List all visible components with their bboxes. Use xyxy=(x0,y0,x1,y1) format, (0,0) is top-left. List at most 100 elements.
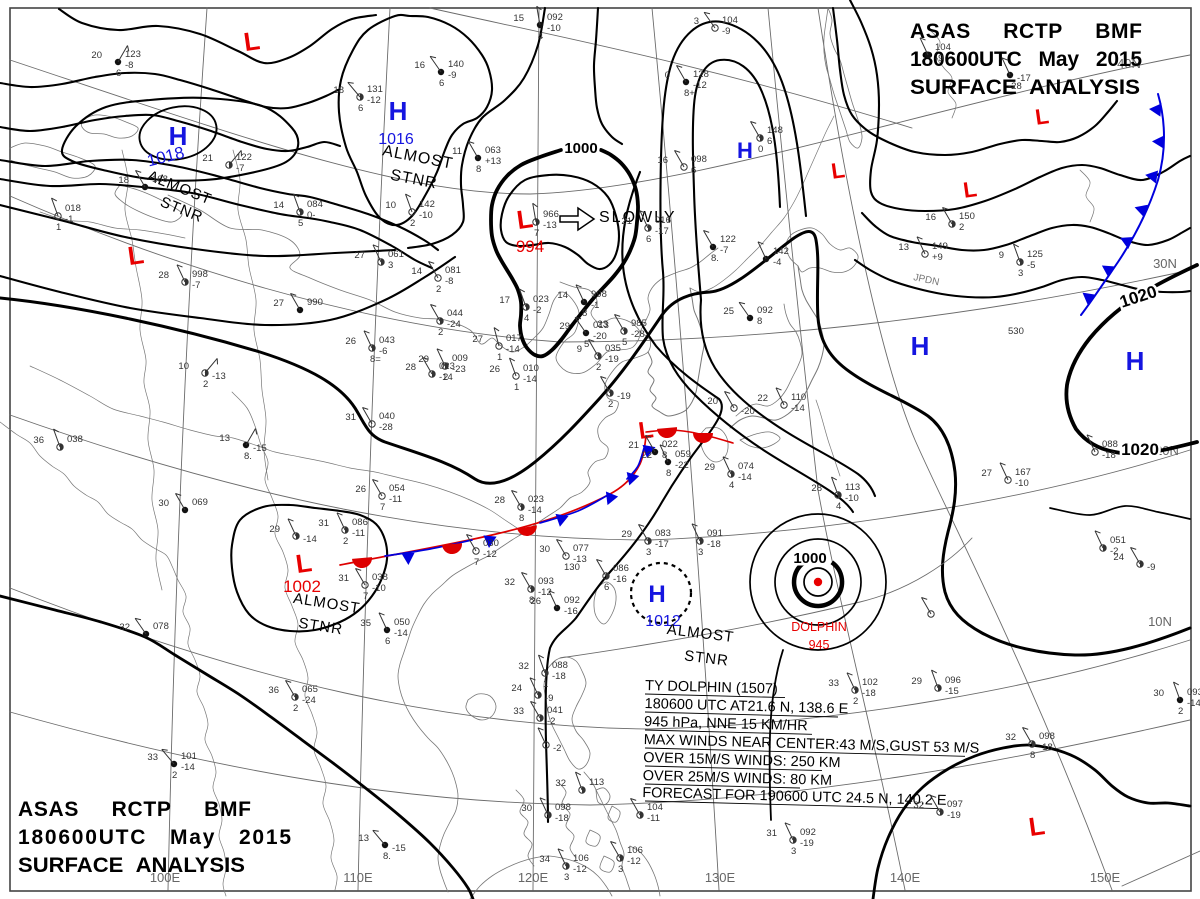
svg-text:016: 016 xyxy=(655,215,671,226)
svg-text:2: 2 xyxy=(853,696,858,707)
svg-text:-14: -14 xyxy=(528,505,542,516)
svg-text:29: 29 xyxy=(704,462,715,473)
svg-text:-24: -24 xyxy=(447,319,461,330)
svg-text:110E: 110E xyxy=(343,870,373,885)
svg-text:28: 28 xyxy=(158,270,169,281)
svg-text:104: 104 xyxy=(647,802,663,813)
svg-text:-28: -28 xyxy=(1008,81,1022,92)
svg-text:14: 14 xyxy=(273,200,284,211)
svg-text:010: 010 xyxy=(523,363,539,374)
svg-text:3: 3 xyxy=(618,864,623,875)
svg-text:22: 22 xyxy=(757,393,768,404)
svg-text:1016: 1016 xyxy=(378,131,414,148)
svg-text:-18: -18 xyxy=(1039,742,1053,753)
svg-text:-23: -23 xyxy=(452,364,466,375)
svg-text:16: 16 xyxy=(925,212,936,223)
svg-text:TY DOLPHIN (1507): TY DOLPHIN (1507) xyxy=(645,678,778,697)
svg-text:L: L xyxy=(515,203,535,235)
svg-text:L: L xyxy=(1034,103,1051,130)
svg-text:30N: 30N xyxy=(1153,256,1177,271)
svg-text:-13: -13 xyxy=(212,371,226,382)
svg-text:945 hPa, NNE 15 KM/HR: 945 hPa, NNE 15 KM/HR xyxy=(644,714,808,734)
svg-text:-13: -13 xyxy=(573,554,587,565)
svg-text:SURFACE ANALYSIS: SURFACE ANALYSIS xyxy=(18,854,245,877)
svg-text:168: 168 xyxy=(152,174,168,185)
svg-text:-24: -24 xyxy=(302,695,316,706)
svg-text:149: 149 xyxy=(932,241,948,252)
svg-text:27: 27 xyxy=(354,250,365,261)
svg-text:32: 32 xyxy=(504,577,515,588)
svg-text:043: 043 xyxy=(379,335,395,346)
svg-text:-1: -1 xyxy=(591,300,599,311)
svg-text:-19: -19 xyxy=(617,391,631,402)
svg-text:-10: -10 xyxy=(845,493,859,504)
svg-text:093: 093 xyxy=(538,576,554,587)
svg-text:32: 32 xyxy=(1005,732,1016,743)
svg-text:H: H xyxy=(737,138,753,163)
svg-text:038: 038 xyxy=(372,572,388,583)
svg-text:28: 28 xyxy=(405,362,416,373)
svg-text:081: 081 xyxy=(445,265,461,276)
svg-text:31: 31 xyxy=(318,518,329,529)
svg-text:059: 059 xyxy=(675,449,691,460)
svg-text:1: 1 xyxy=(497,352,502,363)
svg-text:2: 2 xyxy=(443,372,448,383)
svg-text:8: 8 xyxy=(666,468,671,479)
svg-text:2: 2 xyxy=(343,536,348,547)
svg-text:088: 088 xyxy=(1102,439,1118,450)
svg-text:092: 092 xyxy=(564,595,580,606)
svg-text:14: 14 xyxy=(411,266,422,277)
svg-text:088: 088 xyxy=(552,660,568,671)
svg-text:180600 UTC AT21.6 N, 138.6 E: 180600 UTC AT21.6 N, 138.6 E xyxy=(644,696,848,717)
svg-text:L: L xyxy=(1027,810,1047,842)
svg-text:OVER 15M/S WINDS: 250 KM: OVER 15M/S WINDS: 250 KM xyxy=(643,750,841,771)
svg-text:5: 5 xyxy=(298,218,303,229)
svg-text:28: 28 xyxy=(811,483,822,494)
svg-text:40N: 40N xyxy=(1117,56,1141,71)
svg-text:30: 30 xyxy=(539,544,550,555)
svg-text:140: 140 xyxy=(448,59,464,70)
svg-text:102: 102 xyxy=(862,677,878,688)
svg-text:-9: -9 xyxy=(545,693,553,704)
svg-text:-12: -12 xyxy=(627,856,641,867)
svg-text:-10: -10 xyxy=(419,210,433,221)
svg-text:17: 17 xyxy=(499,295,510,306)
svg-text:180600UTC May 2015: 180600UTC May 2015 xyxy=(18,826,291,849)
svg-text:24: 24 xyxy=(511,683,522,694)
svg-text:-7: -7 xyxy=(192,280,200,291)
svg-text:6: 6 xyxy=(439,78,444,89)
svg-text:150E: 150E xyxy=(1090,870,1121,885)
svg-text:148: 148 xyxy=(767,125,783,136)
svg-text:+13: +13 xyxy=(485,156,501,167)
svg-text:6: 6 xyxy=(604,582,609,593)
svg-text:10: 10 xyxy=(385,200,396,211)
svg-text:-12: -12 xyxy=(693,80,707,91)
svg-text:093: 093 xyxy=(1187,687,1200,698)
svg-text:-13: -13 xyxy=(543,220,557,231)
svg-text:-18: -18 xyxy=(707,539,721,550)
svg-text:945: 945 xyxy=(809,638,830,652)
svg-text:31: 31 xyxy=(338,573,349,584)
svg-text:-10: -10 xyxy=(372,583,386,594)
svg-text:-11: -11 xyxy=(389,494,402,505)
svg-text:STNR: STNR xyxy=(297,615,344,639)
svg-text:1: 1 xyxy=(543,679,548,690)
svg-text:-6: -6 xyxy=(379,346,387,357)
svg-text:6: 6 xyxy=(116,68,121,79)
svg-text:3: 3 xyxy=(698,547,703,558)
svg-text:074: 074 xyxy=(738,461,754,472)
svg-text:9: 9 xyxy=(999,250,1004,261)
svg-text:11: 11 xyxy=(452,146,462,157)
svg-text:-12: -12 xyxy=(538,587,552,598)
svg-text:9: 9 xyxy=(577,344,582,355)
svg-text:-9: -9 xyxy=(722,26,730,37)
svg-text:20: 20 xyxy=(91,50,102,61)
svg-text:16: 16 xyxy=(657,155,668,166)
svg-text:32: 32 xyxy=(518,661,529,672)
svg-text:21: 21 xyxy=(628,440,639,451)
svg-text:7: 7 xyxy=(474,557,479,568)
svg-text:096: 096 xyxy=(945,675,961,686)
svg-text:STNR: STNR xyxy=(683,647,730,669)
svg-text:069: 069 xyxy=(192,497,208,508)
svg-text:113: 113 xyxy=(589,777,604,788)
